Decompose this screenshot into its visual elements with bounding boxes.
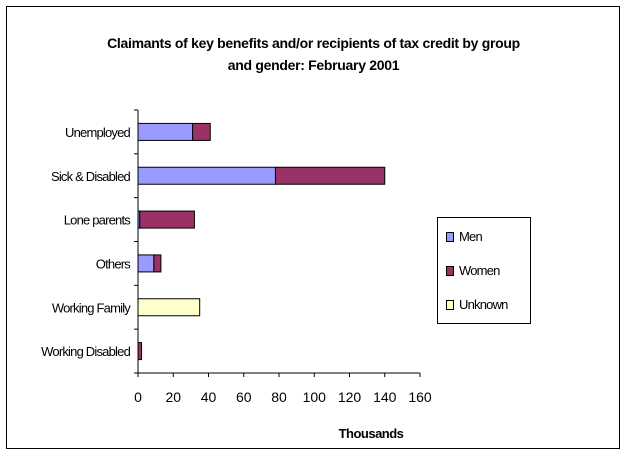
bar-unemployed-men — [137, 122, 194, 141]
bar-sick-and-disabled-women — [274, 166, 386, 185]
chart-title-line-1: Claimants of key benefits and/or recipie… — [107, 35, 520, 51]
axes-layer — [134, 109, 421, 377]
category-label-others: Others — [96, 256, 132, 271]
legend: Men Women Unknown — [437, 217, 531, 324]
category-label-lone-parents: Lone parents — [64, 213, 132, 228]
legend-label-women: Women — [459, 263, 500, 278]
bars-layer — [137, 122, 386, 361]
bar-unemployed-women — [192, 122, 211, 141]
category-label-working-disabled: Working Disabled — [41, 344, 130, 359]
labels-layer: Unemployed Sick & Disabled Lone parents Oth… — [41, 125, 432, 441]
chart-title: Claimants of key benefits and/or recipie… — [0, 32, 627, 76]
x-tick-label-0: 0 — [134, 389, 142, 405]
bar-sick-and-disabled-men — [137, 166, 276, 185]
x-tick-label-40: 40 — [201, 389, 217, 405]
legend-label-men: Men — [459, 229, 483, 244]
x-tick-label-100: 100 — [303, 389, 327, 405]
x-tick-label-160: 160 — [408, 389, 432, 405]
bar-working-disabled-women — [137, 342, 143, 361]
category-label-working-family: Working Family — [52, 300, 131, 315]
bar-others-men — [137, 254, 155, 273]
x-tick-label-20: 20 — [165, 389, 181, 405]
bar-lone-parents-women — [139, 210, 195, 229]
legend-label-unknown: Unknown — [459, 297, 508, 312]
x-axis-title: Thousands — [339, 426, 404, 441]
legend-swatch-unknown — [446, 300, 454, 310]
x-tick-label-140: 140 — [373, 389, 397, 405]
bar-others-women — [153, 254, 162, 273]
x-tick-label-60: 60 — [236, 389, 252, 405]
category-label-sick-and-disabled: Sick & Disabled — [51, 169, 131, 184]
category-label-unemployed: Unemployed — [65, 125, 131, 140]
x-tick-label-80: 80 — [271, 389, 287, 405]
bar-working-family-unknown — [137, 298, 201, 317]
legend-swatch-men — [446, 232, 454, 242]
x-tick-label-120: 120 — [338, 389, 362, 405]
legend-swatch-women — [446, 266, 454, 276]
chart-title-line-2: and gender: February 2001 — [227, 57, 400, 73]
